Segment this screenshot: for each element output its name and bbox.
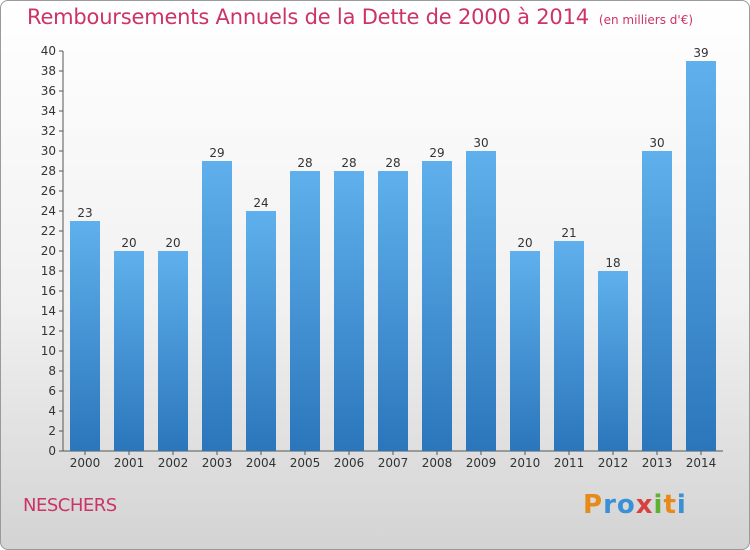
bar-value-label: 21 [561, 226, 576, 240]
bar [246, 211, 276, 451]
x-tick-label: 2011 [554, 456, 585, 470]
logo-letter: x [635, 490, 654, 520]
bar [114, 251, 144, 451]
x-tick-label: 2002 [158, 456, 189, 470]
logo-letter: i [653, 490, 664, 520]
bar-value-label: 39 [693, 46, 708, 60]
bar [686, 61, 716, 451]
chart-bars [70, 61, 716, 451]
bar-value-label: 28 [341, 156, 356, 170]
bar-value-label: 20 [121, 236, 136, 250]
bar [466, 151, 496, 451]
x-tick-label: 2008 [422, 456, 453, 470]
y-tick-label: 0 [48, 444, 56, 458]
chart-title-block: Remboursements Annuels de la Dette de 20… [27, 5, 693, 29]
chart-subtitle: (en milliers d'€) [598, 13, 694, 27]
bar [70, 221, 100, 451]
logo-letter: t [663, 490, 677, 520]
logo-letter: o [616, 490, 636, 520]
x-tick-label: 2003 [202, 456, 233, 470]
bar-value-label: 18 [605, 256, 620, 270]
y-tick-label: 34 [41, 104, 56, 118]
y-tick-label: 2 [48, 424, 56, 438]
bar-value-label: 20 [517, 236, 532, 250]
bar [290, 171, 320, 451]
bar [598, 271, 628, 451]
x-tick-label: 2006 [334, 456, 365, 470]
bar [510, 251, 540, 451]
bar-value-label: 28 [297, 156, 312, 170]
y-tick-label: 26 [41, 184, 56, 198]
chart-labels: 2000 23 2001 20 2002 20 2003 29 2004 24 2005 28 2006… [70, 46, 717, 470]
logo-letter: i [676, 490, 687, 520]
x-tick-label: 2012 [598, 456, 629, 470]
bar [202, 161, 232, 451]
y-tick-label: 38 [41, 64, 56, 78]
bar-value-label: 28 [385, 156, 400, 170]
logo-letter: P [583, 490, 604, 520]
y-tick-label: 8 [48, 364, 56, 378]
bar-value-label: 29 [209, 146, 224, 160]
commune-name: NESCHERS [23, 495, 117, 516]
y-tick-label: 32 [41, 124, 56, 138]
x-tick-label: 2000 [70, 456, 101, 470]
x-tick-label: 2005 [290, 456, 321, 470]
x-tick-label: 2009 [466, 456, 497, 470]
bar [554, 241, 584, 451]
y-tick-label: 30 [41, 144, 56, 158]
y-tick-label: 24 [41, 204, 56, 218]
x-tick-label: 2004 [246, 456, 277, 470]
bar [378, 171, 408, 451]
bar [334, 171, 364, 451]
bar [422, 161, 452, 451]
y-tick-label: 4 [48, 404, 56, 418]
proxiti-logo[interactable]: Proxiti [583, 490, 687, 520]
y-tick-label: 40 [41, 44, 56, 58]
y-tick-label: 12 [41, 324, 56, 338]
y-tick-label: 16 [41, 284, 56, 298]
chart-title: Remboursements Annuels de la Dette de 20… [27, 5, 589, 29]
bar-value-label: 23 [77, 206, 92, 220]
y-tick-label: 10 [41, 344, 56, 358]
y-tick-label: 18 [41, 264, 56, 278]
bar-value-label: 20 [165, 236, 180, 250]
bar-value-label: 30 [649, 136, 664, 150]
x-tick-label: 2014 [686, 456, 717, 470]
bar-value-label: 24 [253, 196, 268, 210]
y-tick-label: 28 [41, 164, 56, 178]
y-tick-label: 14 [41, 304, 56, 318]
bar [642, 151, 672, 451]
x-tick-label: 2010 [510, 456, 541, 470]
y-tick-label: 36 [41, 84, 56, 98]
x-tick-label: 2007 [378, 456, 409, 470]
y-tick-label: 6 [48, 384, 56, 398]
y-tick-label: 20 [41, 244, 56, 258]
logo-letter: r [603, 490, 617, 520]
y-tick-label: 22 [41, 224, 56, 238]
bar [158, 251, 188, 451]
bar-value-label: 30 [473, 136, 488, 150]
x-tick-label: 2001 [114, 456, 145, 470]
x-tick-label: 2013 [642, 456, 673, 470]
bar-value-label: 29 [429, 146, 444, 160]
